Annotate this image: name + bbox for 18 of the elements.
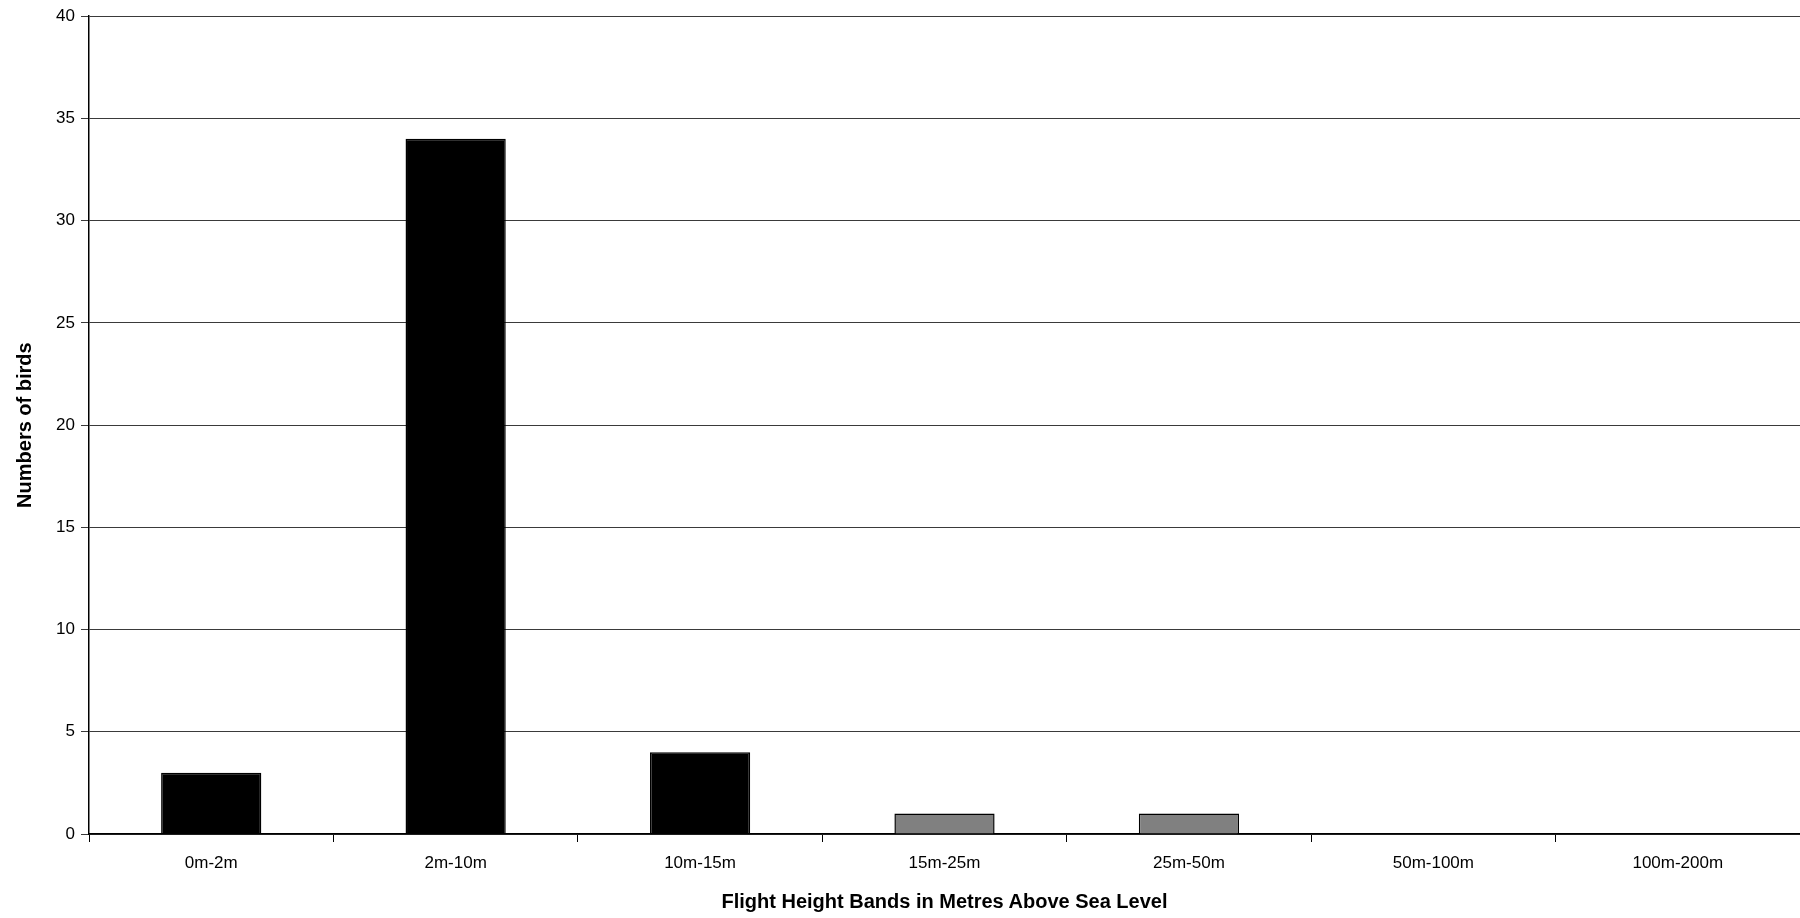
y-tick-label: 30 — [56, 210, 75, 230]
y-axis-title: Numbers of birds — [12, 342, 35, 508]
y-tick-label: 35 — [56, 108, 75, 128]
y-tick-label: 40 — [56, 5, 75, 25]
x-tick-label: 25m-50m — [1153, 852, 1225, 872]
x-tick-label: 2m-10m — [424, 852, 487, 872]
x-tick-label: 100m-200m — [1632, 852, 1724, 872]
x-tick-label: 0m-2m — [184, 852, 238, 872]
x-tick-label: 10m-15m — [664, 852, 736, 872]
y-tick-label: 20 — [56, 414, 75, 434]
x-tick-label: 15m-25m — [908, 852, 981, 872]
y-tick-label: 15 — [56, 517, 75, 537]
y-tick-label: 10 — [56, 619, 75, 639]
x-tick-label: 50m-100m — [1392, 852, 1474, 872]
y-tick-label: 0 — [65, 823, 75, 843]
x-axis-title: Flight Height Bands in Metres Above Sea Level — [721, 889, 1168, 912]
y-tick-label: 5 — [65, 721, 75, 741]
y-tick-label: 25 — [56, 312, 75, 332]
